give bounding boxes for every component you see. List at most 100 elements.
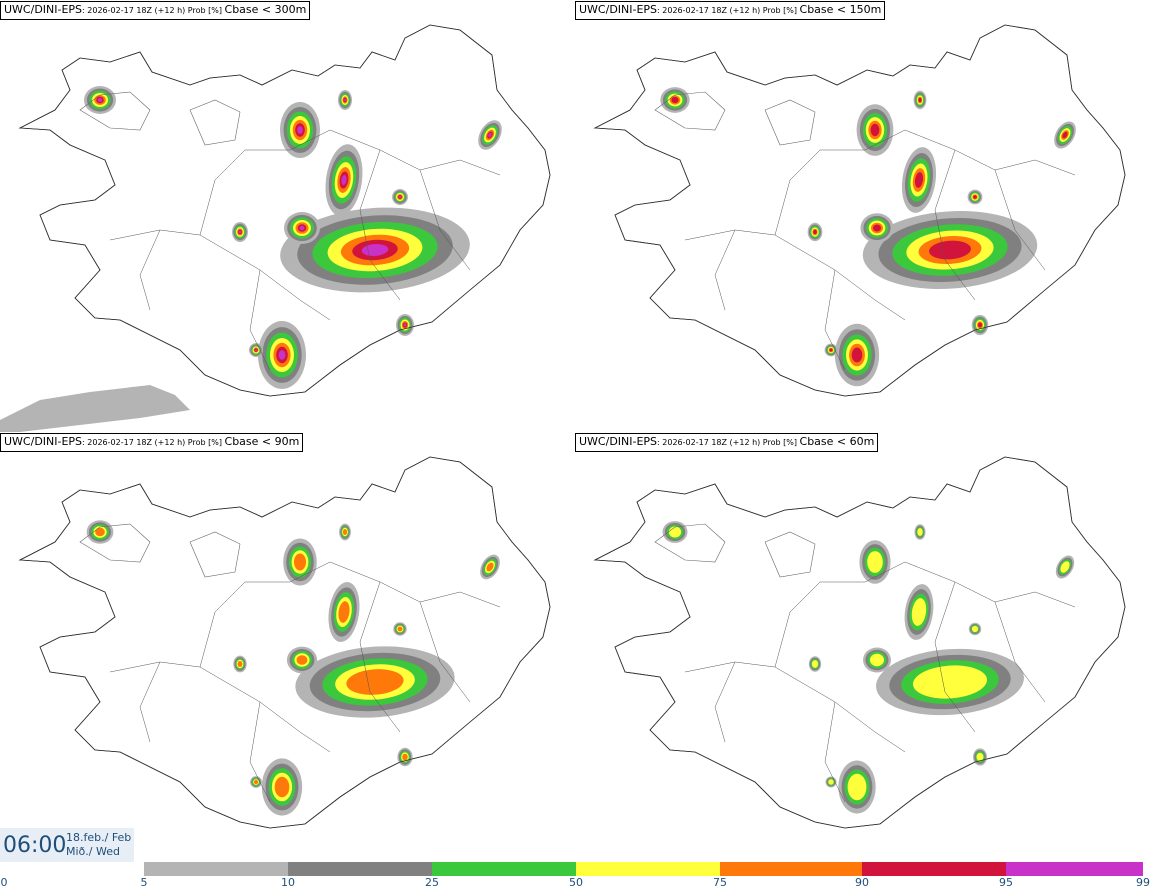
map-panel-cbase-90: UWC/DINI-EPS: 2026-02-17 18Z (+12 h) Pro… xyxy=(0,432,575,864)
probability-contour xyxy=(344,98,346,102)
road-network xyxy=(109,129,501,371)
probability-contour xyxy=(402,753,408,761)
probability-contour xyxy=(911,598,927,626)
probability-contour xyxy=(346,669,404,695)
probability-field xyxy=(86,520,500,816)
probability-contour xyxy=(237,661,243,667)
field-name: Cbase < 300m xyxy=(224,3,307,16)
probability-contour xyxy=(486,562,494,572)
probability-contour xyxy=(918,97,922,103)
coastline-outline xyxy=(18,456,551,829)
coastline-outline xyxy=(18,24,551,397)
field-name: Cbase < 150m xyxy=(799,3,882,16)
probability-contour xyxy=(668,526,682,538)
model-name: UWC/DINI-EPS xyxy=(579,3,658,16)
road-network xyxy=(109,561,501,803)
run-info: : 2026-02-17 18Z (+12 h) Prob [%] xyxy=(657,6,800,15)
probability-contour xyxy=(978,322,982,328)
map-panel-cbase-150: UWC/DINI-EPS: 2026-02-17 18Z (+12 h) Pro… xyxy=(575,0,1150,432)
iceland-map xyxy=(18,456,551,829)
colorbar-tick-label: 10 xyxy=(281,876,295,889)
probability-contour xyxy=(829,348,833,352)
probability-contour xyxy=(342,529,348,535)
colorbar-segment xyxy=(576,862,720,876)
map-panel-cbase-300: UWC/DINI-EPS: 2026-02-17 18Z (+12 h) Pro… xyxy=(0,0,575,432)
panel-title: UWC/DINI-EPS: 2026-02-17 18Z (+12 h) Pro… xyxy=(0,1,311,20)
offshore-field xyxy=(0,385,190,432)
valid-time-day: Mið./ Wed xyxy=(66,845,120,858)
probability-contour xyxy=(671,96,679,104)
field-name: Cbase < 60m xyxy=(799,435,875,448)
probability-contour xyxy=(294,553,306,571)
colorbar-tick-label: 90 xyxy=(855,876,869,889)
colorbar-tick-label: 75 xyxy=(713,876,727,889)
probability-colorbar: 0 5 10 25 50 75 90 95 99 xyxy=(0,862,1150,891)
road-network xyxy=(684,561,1076,803)
colorbar-tick-label: 95 xyxy=(999,876,1013,889)
glacier-outline xyxy=(79,523,241,578)
probability-contour xyxy=(971,625,979,633)
valid-time-box: 06:00 18.feb./ Feb Mið./ Wed xyxy=(0,828,134,862)
probability-contour xyxy=(867,551,883,573)
probability-field xyxy=(660,87,1076,387)
colorbar-segment xyxy=(1006,862,1143,876)
probability-contour xyxy=(914,172,924,188)
probability-contour xyxy=(341,175,347,185)
probability-contour xyxy=(912,665,988,699)
probability-contour xyxy=(1060,561,1070,573)
colorbar-segment xyxy=(288,862,432,876)
probability-contour xyxy=(811,660,819,668)
iceland-map xyxy=(0,24,551,432)
coastline-outline xyxy=(593,24,1126,397)
probability-contour xyxy=(95,527,105,537)
colorbar-segment xyxy=(0,862,144,876)
colorbar-segment xyxy=(720,862,862,876)
probability-contour xyxy=(851,347,863,363)
run-info: : 2026-02-17 18Z (+12 h) Prob [%] xyxy=(82,438,225,447)
probability-contour xyxy=(397,626,403,632)
probability-contour xyxy=(274,776,290,798)
probability-contour xyxy=(870,653,884,667)
colorbar-tick-label: 0 xyxy=(0,876,8,889)
probability-contour xyxy=(973,195,977,199)
glacier-outline xyxy=(654,91,816,146)
iceland-map xyxy=(593,456,1126,829)
iceland-map xyxy=(593,24,1126,397)
model-name: UWC/DINI-EPS xyxy=(4,3,83,16)
coastline-outline xyxy=(593,456,1126,829)
probability-contour xyxy=(255,349,257,351)
probability-contour xyxy=(828,779,834,785)
map-panel-cbase-60: UWC/DINI-EPS: 2026-02-17 18Z (+12 h) Pro… xyxy=(575,432,1150,864)
colorbar-segment xyxy=(432,862,576,876)
run-info: : 2026-02-17 18Z (+12 h) Prob [%] xyxy=(657,438,800,447)
probability-contour xyxy=(253,779,259,785)
probability-contour xyxy=(403,323,407,327)
model-name: UWC/DINI-EPS xyxy=(4,435,83,448)
colorbar-tick-label: 50 xyxy=(569,876,583,889)
field-name: Cbase < 90m xyxy=(224,435,300,448)
colorbar-segment xyxy=(144,862,288,876)
probability-contour xyxy=(1062,131,1068,139)
probability-contour xyxy=(813,229,817,235)
valid-time-date: 18.feb./ Feb xyxy=(66,831,132,844)
probability-field xyxy=(84,86,502,389)
model-name: UWC/DINI-EPS xyxy=(579,435,658,448)
probability-contour xyxy=(338,601,350,623)
probability-contour xyxy=(847,773,867,801)
road-network xyxy=(684,129,1076,371)
probability-contour xyxy=(97,98,103,102)
panel-title: UWC/DINI-EPS: 2026-02-17 18Z (+12 h) Pro… xyxy=(575,1,886,20)
probability-contour xyxy=(296,655,308,665)
probability-contour xyxy=(297,126,303,134)
colorbar-tick-label: 25 xyxy=(425,876,439,889)
run-info: : 2026-02-17 18Z (+12 h) Prob [%] xyxy=(82,6,225,15)
glacier-outline xyxy=(79,91,241,146)
probability-contour xyxy=(929,240,971,260)
glacier-outline xyxy=(654,523,816,578)
probability-contour xyxy=(873,224,881,232)
colorbar-segment xyxy=(862,862,1006,876)
panel-title: UWC/DINI-EPS: 2026-02-17 18Z (+12 h) Pro… xyxy=(0,433,304,452)
probability-contour xyxy=(870,123,880,137)
probability-contour xyxy=(488,132,492,138)
